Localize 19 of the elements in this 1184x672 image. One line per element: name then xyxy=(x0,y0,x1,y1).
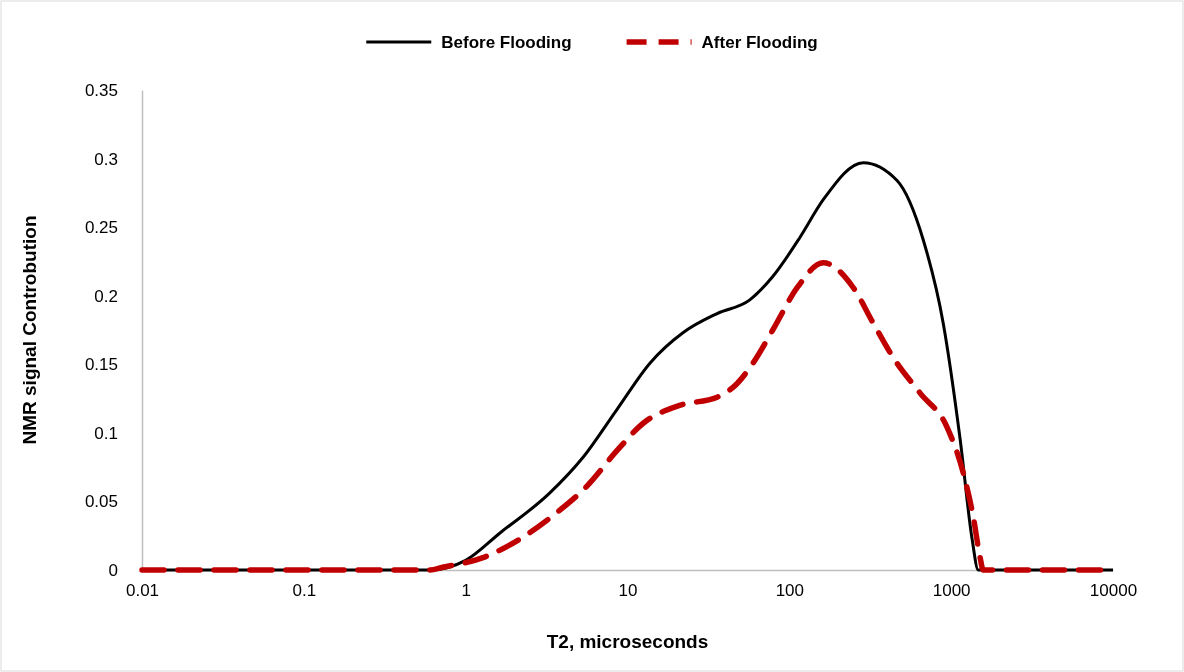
x-axis-title: T2, microseconds xyxy=(546,631,709,652)
y-axis-title: NMR signal Controbution xyxy=(19,215,40,445)
x-tick-label: 0.01 xyxy=(125,581,160,601)
y-tick-label: 0.3 xyxy=(94,149,118,169)
y-tick-label: 0.1 xyxy=(94,423,118,443)
x-tick-label: 1000 xyxy=(932,581,971,601)
x-tick-label: 10 xyxy=(618,581,638,601)
y-tick-label: 0.05 xyxy=(84,492,118,512)
x-tick-label: 1 xyxy=(461,581,471,601)
legend-label: After Flooding xyxy=(701,33,818,52)
legend-label: Before Flooding xyxy=(441,33,572,52)
x-tick-label: 100 xyxy=(775,581,805,601)
x-tick-label: 10000 xyxy=(1089,581,1138,601)
x-tick-label: 0.1 xyxy=(292,581,317,601)
y-tick-label: 0.35 xyxy=(84,80,118,100)
y-tick-label: 0 xyxy=(108,560,118,580)
y-tick-label: 0.15 xyxy=(84,355,118,375)
y-tick-label: 0.25 xyxy=(84,218,118,238)
y-tick-label: 0.2 xyxy=(94,286,118,306)
